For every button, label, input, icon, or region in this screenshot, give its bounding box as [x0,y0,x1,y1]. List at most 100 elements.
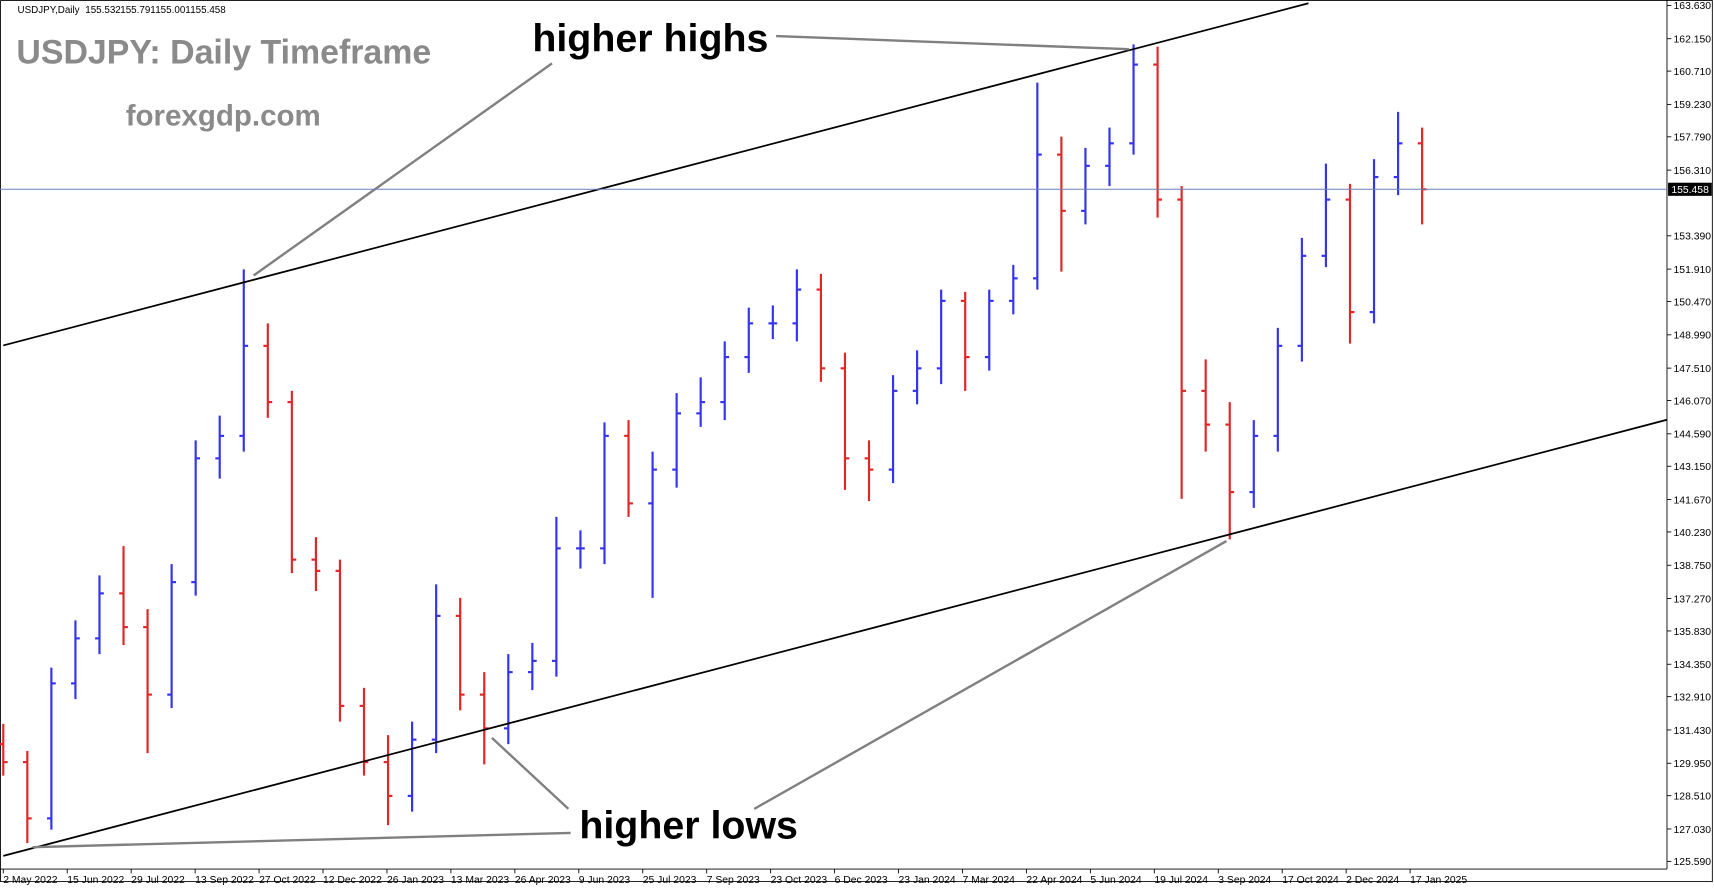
ohlc-bar [455,597,465,711]
y-tick-label: 143.150 [1674,462,1712,473]
ohlc-bar [864,440,874,502]
y-tick-label: 159.230 [1674,100,1712,111]
ohlc-bar [960,291,970,391]
ohlc-bar [1057,136,1066,272]
ohlc-bar [1297,237,1307,362]
ohlc-bar [215,415,225,479]
x-tick-label: 15 Jun 2022 [67,875,124,886]
ohlc-bar [744,307,754,373]
ohlc-bar [0,723,8,776]
pointer [252,62,553,277]
ohlc-bar [600,422,609,565]
ohlc-bar [840,352,850,490]
ohlc-bar [1393,111,1403,196]
ohlc-bar [311,537,321,592]
ohlc-bar [552,516,561,677]
y-tick-label: 135.830 [1674,627,1712,638]
ohlc-bar [503,654,513,745]
y-tick-label: 157.790 [1674,133,1712,144]
x-tick-label: 19 Jul 2024 [1154,875,1208,886]
x-tick-label: 6 Dec 2023 [835,875,888,886]
y-tick-label: 137.270 [1674,594,1712,605]
ohlc-bar [1249,420,1259,508]
x-tick-label: 13 Mar 2023 [451,875,509,886]
chart-subtitle: forexgdp.com [126,100,321,133]
x-tick-label: 2 May 2022 [3,875,57,886]
annotation: higher highs [532,16,768,60]
header-low: 155.001 [155,5,191,16]
y-tick-label: 163.630 [1674,1,1712,12]
header-high: 155.791 [120,5,156,16]
ohlc-bar [1105,127,1114,187]
ohlc-bar [816,273,826,382]
ohlc-bar [287,390,297,574]
ohlc-bar [792,269,802,342]
y-tick-label: 127.030 [1674,825,1712,836]
y-tick-label: 146.070 [1674,396,1712,407]
ohlc-bar [239,269,249,452]
x-tick-label: 22 Apr 2024 [1026,875,1082,886]
annotation: higher lows [579,803,798,847]
pointer [753,540,1228,810]
y-tick-label: 134.350 [1674,660,1712,671]
pointer [776,34,1130,51]
x-tick-label: 23 Oct 2023 [771,875,828,886]
y-tick-label: 129.950 [1674,759,1712,770]
ohlc-bar [1129,44,1138,155]
ohlc-bar [696,377,706,427]
ohlc-bar [527,642,537,691]
y-tick-label: 160.710 [1674,67,1712,78]
ohlc-bar [720,341,730,421]
x-tick-label: 13 Sep 2022 [195,875,254,886]
y-tick-label: 162.150 [1674,35,1712,46]
y-tick-label: 131.430 [1674,726,1712,737]
y-tick-label: 150.470 [1674,297,1712,308]
y-tick-label: 153.390 [1674,232,1712,243]
ohlc-bar [167,564,176,709]
y-tick-label: 132.910 [1674,692,1712,703]
ohlc-bar [1321,163,1331,268]
ohlc-bar [95,575,104,655]
x-tick-label: 17 Jan 2025 [1410,875,1467,886]
x-tick-label: 2 Dec 2024 [1346,875,1399,886]
header: USDJPY,Daily 155.532 155.791 155.001 155… [17,5,226,16]
ohlc-bar [1225,402,1235,540]
ohlc-bar [383,735,393,826]
ohlc-bar [768,305,778,340]
ohlc-bar [576,530,585,569]
x-tick-label: 17 Oct 2024 [1282,875,1339,886]
ohlc-bar [191,440,201,596]
trend-lines [3,2,1668,857]
x-tick-label: 5 Jun 2024 [1090,875,1142,886]
ohlc-bar [1369,159,1379,324]
ohlc-bar [936,289,946,385]
y-tick-label: 141.670 [1674,495,1712,506]
current-price-label: 155.458 [1671,185,1709,196]
y-tick-label: 147.510 [1674,364,1712,375]
x-tick-label: 26 Jan 2023 [387,875,444,886]
x-tick-label: 7 Mar 2024 [962,875,1015,886]
pointer [491,736,570,810]
bars [0,44,1427,844]
y-tick-label: 125.590 [1674,857,1712,868]
x-tick-label: 23 Jan 2024 [899,875,956,886]
ohlc-bar [1081,147,1090,225]
ohlc-bar [22,750,32,844]
header-open: 155.532 [85,5,121,16]
chart-title: USDJPY: Daily Timeframe [16,33,431,71]
ohlc-bar [431,584,441,754]
y-tick-label: 144.590 [1674,430,1712,441]
x-tick-label: 29 Jul 2022 [131,875,185,886]
ohlc-bar [1177,186,1187,499]
y-tick-label: 128.510 [1674,791,1712,802]
ohlc-bar [407,721,417,812]
upper-channel [3,2,1309,347]
x-tick-label: 27 Oct 2022 [259,875,316,886]
header-symbol: USDJPY,Daily [17,5,79,16]
ohlc-bar [624,420,633,517]
ohlc-bar [888,375,898,484]
ohlc-bar [984,289,994,371]
ohlc-bar [263,323,273,418]
x-tick-label: 7 Sep 2023 [707,875,760,886]
